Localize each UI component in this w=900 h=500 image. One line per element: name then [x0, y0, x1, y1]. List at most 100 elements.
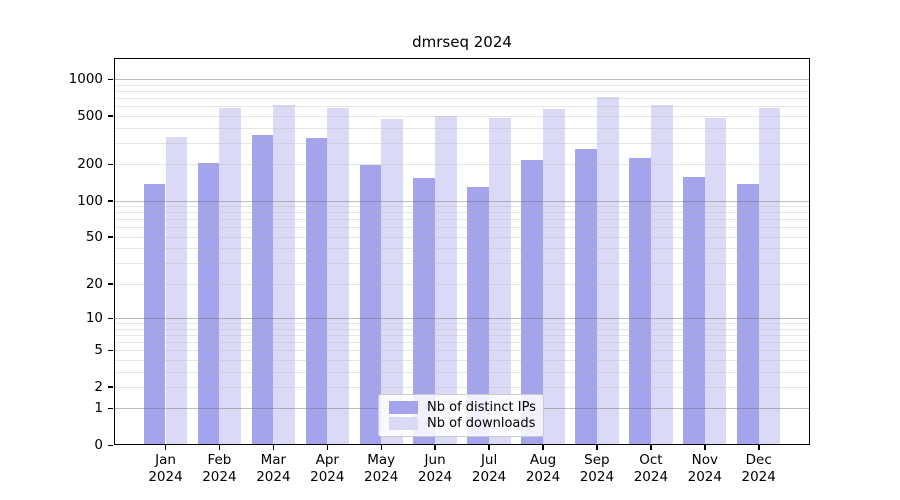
bar-distinct-ips-apr: [305, 137, 328, 445]
bar-distinct-ips-oct: [629, 157, 651, 445]
y-tick-label-1: 1: [94, 400, 103, 417]
gridline-major: [114, 200, 810, 202]
gridline-minor: [114, 84, 810, 86]
bar-downloads-feb: [219, 107, 242, 445]
x-tick-label-feb: Feb 2024: [202, 452, 237, 485]
y-tick-mark: [108, 386, 113, 388]
bar-downloads-jan: [165, 136, 188, 445]
bar-distinct-ips-mar: [251, 135, 274, 445]
y-tick-label-1000: 1000: [68, 71, 103, 88]
gridline-minor: [114, 106, 810, 108]
gridline-major: [114, 79, 810, 81]
gridline-minor: [114, 236, 810, 238]
x-tick-mark: [218, 445, 221, 450]
x-tick-label-jul: Jul 2024: [471, 452, 507, 485]
y-tick-label-50: 50: [85, 228, 103, 245]
x-tick-mark: [704, 445, 706, 450]
bar-distinct-ips-jul: [467, 186, 490, 445]
bar-downloads-mar: [273, 105, 296, 445]
y-tick-mark: [108, 236, 113, 238]
y-tick-label-10: 10: [85, 310, 103, 327]
gridline-minor: [114, 206, 810, 208]
y-tick-mark: [108, 163, 113, 166]
y-tick-mark: [108, 200, 113, 202]
gridline-minor: [114, 248, 810, 250]
bar-distinct-ips-feb: [197, 163, 220, 445]
bar-downloads-sep: [596, 96, 619, 445]
y-tick-mark: [108, 407, 113, 410]
x-tick-mark: [272, 445, 275, 450]
legend-swatch-distinct-ips: [389, 401, 418, 414]
x-tick-mark: [596, 445, 598, 450]
x-tick-label-nov: Nov 2024: [687, 452, 722, 485]
x-tick-mark: [758, 445, 760, 450]
gridline-minor: [114, 219, 810, 221]
gridline-minor: [114, 323, 810, 325]
x-tick-mark: [164, 445, 167, 450]
gridline-minor: [114, 115, 810, 117]
gridline-minor: [114, 127, 810, 129]
gridline-minor: [114, 98, 810, 100]
plot-area: Nb of distinct IPs Nb of downloads: [114, 58, 810, 445]
x-tick-label-jun: Jun 2024: [417, 452, 453, 485]
gridline-minor: [114, 164, 810, 166]
bar-distinct-ips-aug: [521, 160, 543, 445]
gridline-minor: [114, 359, 810, 361]
x-tick-mark: [380, 445, 382, 450]
x-tick-label-dec: Dec 2024: [741, 452, 776, 485]
y-tick-label-5: 5: [94, 342, 103, 359]
gridline-minor: [114, 328, 810, 330]
x-tick-mark: [488, 445, 490, 450]
gridline-minor: [114, 227, 810, 229]
legend-swatch-downloads: [389, 417, 418, 430]
x-tick-label-oct: Oct 2024: [633, 452, 669, 485]
bar-downloads-may: [381, 119, 403, 445]
legend-label-downloads: Nb of downloads: [427, 416, 536, 431]
y-tick-label-20: 20: [85, 275, 103, 292]
y-tick-mark: [108, 283, 113, 285]
y-tick-label-100: 100: [77, 192, 103, 209]
y-tick-mark: [108, 317, 113, 320]
bar-downloads-apr: [327, 107, 349, 445]
x-tick-mark: [542, 445, 544, 450]
bar-distinct-ips-jan: [143, 184, 166, 445]
gridline-minor: [114, 283, 810, 285]
bar-downloads-nov: [704, 118, 727, 445]
x-tick-mark: [434, 445, 436, 450]
legend: Nb of distinct IPs Nb of downloads: [378, 394, 544, 437]
gridline-minor: [114, 342, 810, 343]
bar-distinct-ips-jun: [413, 178, 436, 445]
y-tick-label-200: 200: [77, 156, 103, 173]
bar-distinct-ips-sep: [575, 149, 597, 445]
bar-downloads-oct: [650, 105, 673, 445]
gridline-minor: [114, 386, 810, 388]
x-tick-label-jan: Jan 2024: [148, 452, 183, 485]
gridline-minor: [114, 371, 810, 373]
y-tick-label-0: 0: [94, 437, 103, 453]
x-tick-label-mar: Mar 2024: [256, 452, 291, 485]
gridline-minor: [114, 142, 810, 144]
x-tick-label-apr: Apr 2024: [310, 452, 345, 485]
y-tick-mark: [108, 78, 113, 81]
y-tick-label-2: 2: [94, 378, 103, 395]
bar-distinct-ips-dec: [737, 184, 759, 445]
bar-downloads-jun: [435, 115, 457, 445]
gridline-minor: [114, 91, 810, 93]
bar-downloads-jul: [489, 117, 511, 445]
gridline-major: [114, 318, 810, 320]
bar-distinct-ips-nov: [683, 176, 705, 445]
y-tick-mark: [108, 444, 113, 446]
y-tick-mark: [108, 115, 113, 117]
x-tick-label-sep: Sep 2024: [579, 452, 615, 485]
gridline-minor: [114, 212, 810, 214]
legend-item-distinct-ips: Nb of distinct IPs: [389, 400, 536, 415]
x-tick-mark: [326, 445, 328, 450]
x-tick-label-may: May 2024: [364, 452, 399, 485]
gridline-minor: [114, 334, 810, 336]
x-tick-mark: [650, 445, 652, 450]
y-tick-mark: [108, 349, 113, 352]
bar-distinct-ips-may: [359, 165, 382, 445]
gridline-minor: [114, 350, 810, 352]
legend-label-distinct-ips: Nb of distinct IPs: [427, 400, 536, 415]
